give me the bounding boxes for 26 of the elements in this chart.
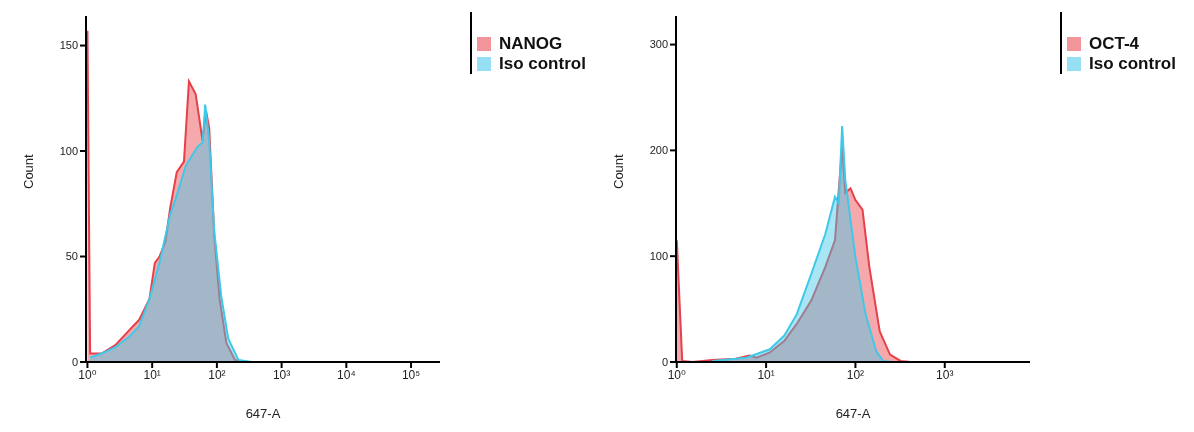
x-tick-label: 10¹ bbox=[143, 367, 161, 382]
y-tick-label: 0 bbox=[661, 355, 668, 368]
legend-label: OCT-4 bbox=[1089, 34, 1140, 54]
legend-label: Iso control bbox=[1089, 54, 1176, 74]
x-tick-label: 10² bbox=[846, 367, 865, 382]
y-tick-label: 200 bbox=[649, 144, 668, 157]
y-axis-title: Count bbox=[20, 153, 36, 189]
legend-label: Iso control bbox=[499, 54, 586, 74]
x-tick-label: 10⁴ bbox=[337, 367, 356, 382]
x-tick-label: 10⁰ bbox=[78, 367, 97, 382]
y-tick-label: 50 bbox=[65, 250, 78, 263]
x-tick-label: 10² bbox=[208, 367, 226, 382]
y-tick-label: 150 bbox=[59, 39, 78, 52]
legend-label: NANOG bbox=[499, 34, 563, 54]
x-tick-label: 10⁵ bbox=[401, 367, 421, 382]
x-tick-label: 10³ bbox=[272, 367, 291, 382]
x-axis-title: 647-A bbox=[835, 406, 871, 421]
x-tick-label: 10¹ bbox=[757, 367, 775, 382]
x-tick-label: 10⁰ bbox=[667, 367, 687, 382]
x-tick-label: 10³ bbox=[936, 367, 954, 382]
y-tick-label: 100 bbox=[59, 144, 78, 157]
y-tick-label: 0 bbox=[71, 355, 78, 368]
y-tick-label: 100 bbox=[649, 250, 668, 263]
y-tick-label: 300 bbox=[649, 38, 668, 51]
x-axis-title: 647-A bbox=[245, 406, 281, 421]
y-axis-title: Count bbox=[610, 153, 626, 189]
